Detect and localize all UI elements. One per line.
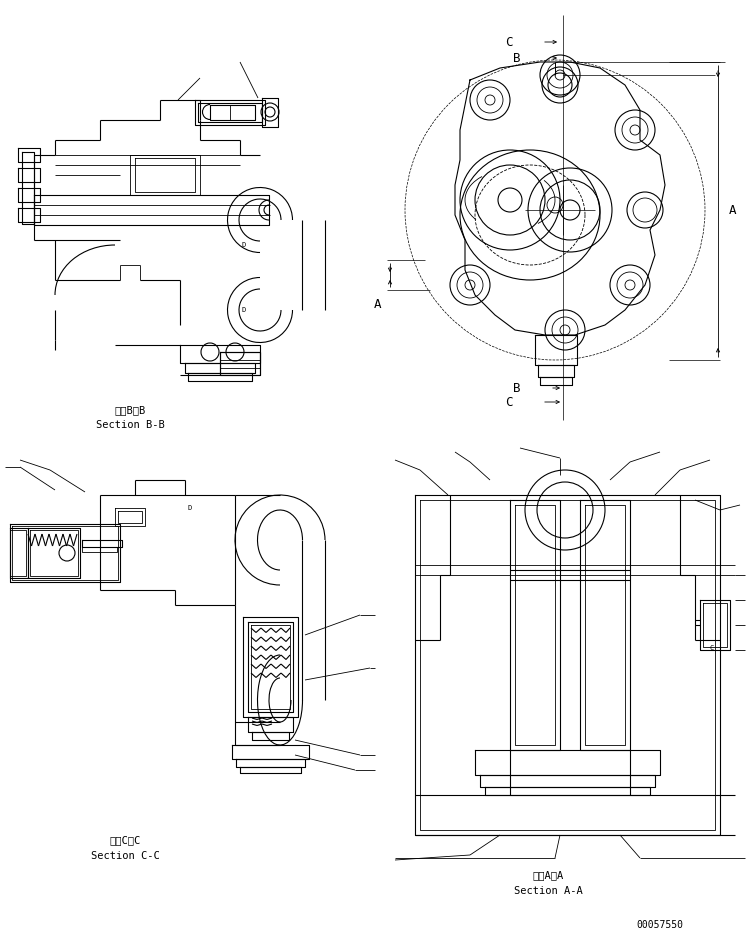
Text: Section C-C: Section C-C <box>90 851 160 861</box>
Text: 断面C－C: 断面C－C <box>110 835 141 845</box>
Text: D: D <box>242 242 246 248</box>
Text: D: D <box>188 505 192 511</box>
Text: C: C <box>505 395 513 408</box>
Text: B: B <box>513 382 521 394</box>
Text: 断面B－B: 断面B－B <box>114 405 145 415</box>
Text: Section A-A: Section A-A <box>514 886 583 896</box>
Text: Section B-B: Section B-B <box>95 420 164 430</box>
Text: C: C <box>505 36 513 48</box>
Text: D: D <box>242 307 246 313</box>
Text: B: B <box>513 52 521 64</box>
Text: A: A <box>374 299 382 311</box>
Text: A: A <box>730 204 737 217</box>
Text: 断面A－A: 断面A－A <box>533 870 564 880</box>
Text: 00057550: 00057550 <box>636 920 683 930</box>
Text: C: C <box>710 645 714 651</box>
